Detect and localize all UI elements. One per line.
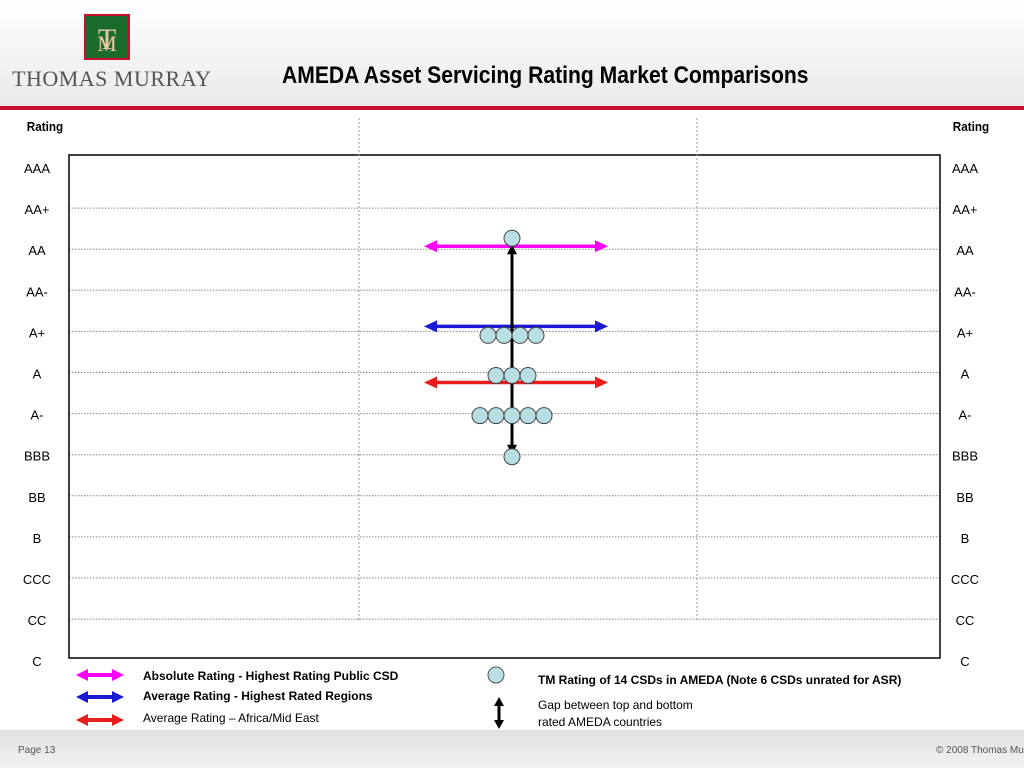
legend-blue-head-right: [112, 691, 124, 703]
legend-graphics: [76, 666, 505, 729]
tick-label-r: BBB: [952, 449, 978, 464]
tick-label-l: A+: [29, 325, 45, 340]
tick-label-l: AA-: [26, 284, 48, 299]
csd-dot: [503, 448, 521, 466]
reference-arrowhead-right-1: [595, 320, 608, 333]
tick-label-r: CC: [956, 613, 975, 628]
reference-arrowhead-left-1: [424, 320, 437, 333]
page-number: Page 13: [18, 745, 56, 756]
csd-dot: [535, 407, 553, 425]
tick-label-r: A+: [957, 325, 973, 340]
tick-label-l: CCC: [23, 572, 51, 587]
tick-label-l: C: [32, 654, 41, 669]
csd-dot: [495, 326, 513, 344]
legend-blue-head-left: [76, 691, 88, 703]
tick-label-l: B: [33, 531, 42, 546]
csd-dot: [511, 326, 529, 344]
tick-label-r: B: [961, 531, 970, 546]
header-divider: [0, 106, 1024, 110]
tick-label-r: CCC: [951, 572, 979, 587]
gap-arrowhead-top: [507, 244, 517, 255]
legend-magenta-head-right: [112, 669, 124, 681]
tick-label-l: BB: [28, 490, 45, 505]
svg-text:M: M: [97, 31, 117, 56]
logo-icon: T M: [84, 14, 130, 60]
csd-dot: [503, 367, 521, 384]
csd-dot: [519, 367, 537, 384]
tick-label-l: A: [33, 367, 42, 382]
tick-label-r: AA+: [953, 202, 978, 217]
csd-dot: [503, 229, 521, 247]
tick-label-r: C: [960, 654, 969, 669]
legend-average-africa-label: Average Rating – Africa/Mid East: [143, 711, 319, 725]
tick-label-l: CC: [28, 613, 47, 628]
tick-label-l: A-: [31, 408, 44, 423]
legend-average-regions-label: Average Rating - Highest Rated Regions: [143, 689, 373, 703]
reference-lines: [424, 240, 608, 389]
legend-dot-icon: [487, 666, 505, 684]
copyright: © 2008 Thomas Murray: [936, 745, 1024, 756]
footer-bar: [0, 730, 1024, 768]
tick-label-l: AA: [28, 243, 46, 258]
tick-label-l: AA+: [25, 202, 50, 217]
csd-dots: [471, 229, 553, 466]
reference-arrowhead-left-0: [424, 240, 437, 253]
csd-dot: [503, 407, 521, 425]
legend-gap-head-top: [494, 697, 504, 706]
legend-red-head-left: [76, 714, 88, 726]
tick-label-r: A: [961, 367, 970, 382]
tick-label-r: A-: [959, 408, 972, 423]
legend-gap-label-line1: Gap between top and bottom: [538, 698, 693, 712]
legend-red-head-right: [112, 714, 124, 726]
y-axis-title-left: Rating: [27, 119, 63, 134]
tick-label-r: AAA: [952, 161, 978, 176]
csd-dot: [487, 407, 505, 425]
tick-label-r: AA-: [954, 284, 976, 299]
legend-absolute-label: Absolute Rating - Highest Rating Public …: [143, 669, 399, 683]
csd-dot: [471, 407, 489, 425]
csd-dot: [527, 326, 545, 344]
tick-label-r: BB: [956, 490, 973, 505]
tick-label-l: AAA: [24, 161, 50, 176]
y-axis-title-right: Rating: [953, 119, 989, 134]
csd-dot: [479, 326, 497, 344]
legend-gap-head-bottom: [494, 720, 504, 729]
tick-label-r: AA: [956, 243, 974, 258]
logo-wordmark: THOMAS MURRAY: [12, 66, 212, 91]
page-title: AMEDA Asset Servicing Rating Market Comp…: [282, 62, 809, 89]
header-background: [0, 0, 1024, 108]
reference-arrowhead-right-0: [595, 240, 608, 253]
reference-arrowhead-left-2: [424, 376, 437, 389]
legend-magenta-head-left: [76, 669, 88, 681]
legend-gap-label-line2: rated AMEDA countries: [538, 715, 663, 729]
csd-dot: [519, 407, 537, 425]
tick-label-l: BBB: [24, 449, 50, 464]
plot-area: [68, 154, 941, 659]
legend-tm-rating-label: TM Rating of 14 CSDs in AMEDA (Note 6 CS…: [538, 673, 902, 687]
reference-arrowhead-right-2: [595, 376, 608, 389]
svg-text:T: T: [98, 23, 116, 56]
csd-dot: [487, 367, 505, 384]
